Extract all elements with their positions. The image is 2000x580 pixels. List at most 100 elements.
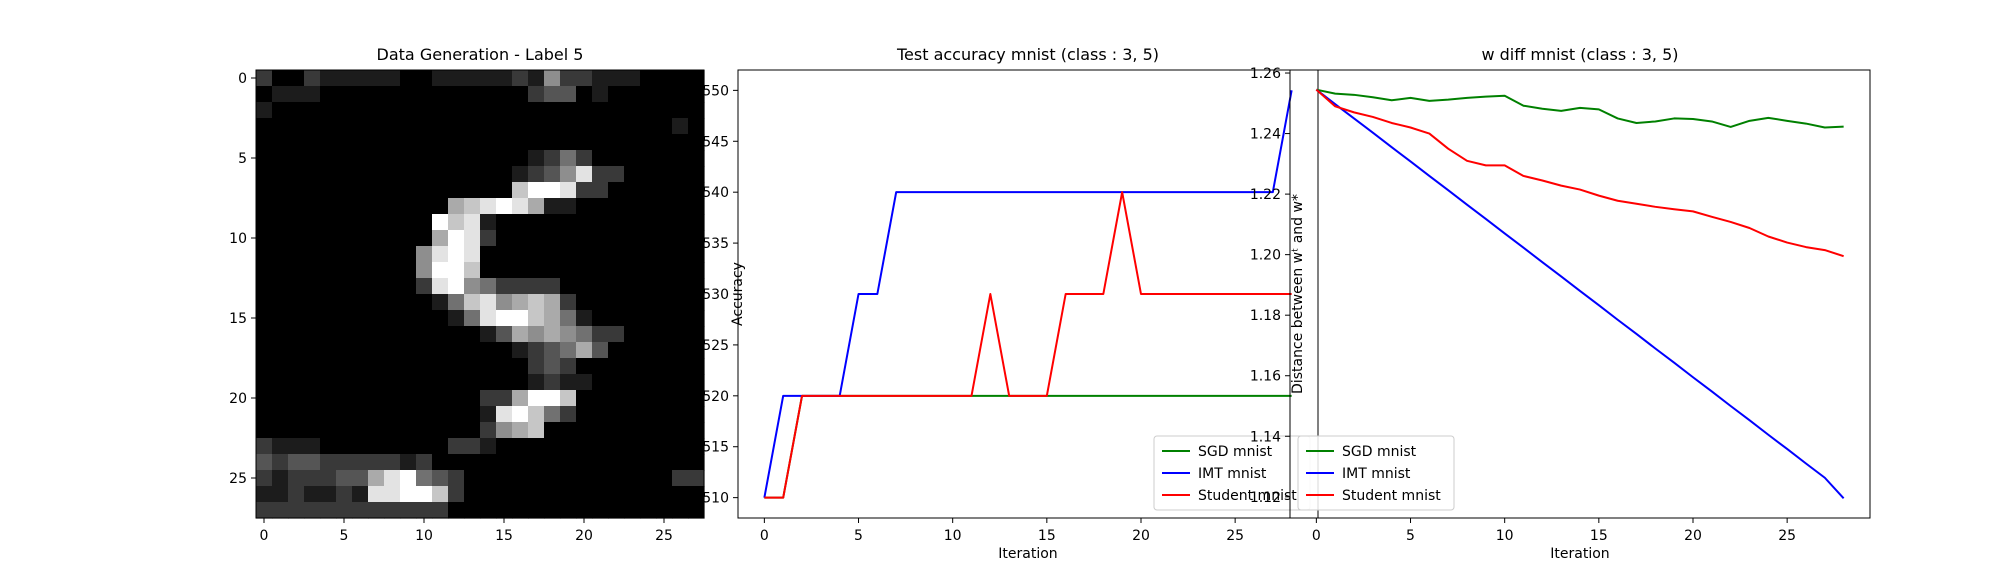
heatmap-cell (256, 502, 273, 519)
heatmap-cell (608, 150, 625, 167)
heatmap-cell (288, 278, 305, 295)
heatmap-cell (640, 294, 657, 311)
heatmap-cell (256, 230, 273, 247)
heatmap-cell (448, 342, 465, 359)
heatmap-cell (688, 198, 705, 215)
heatmap-cell (480, 166, 497, 183)
heatmap-cell (272, 214, 289, 231)
heatmap-cell (656, 182, 673, 199)
heatmap-cell (272, 118, 289, 135)
heatmap-cell (592, 182, 609, 199)
heatmap-cell (368, 262, 385, 279)
heatmap-cell (496, 310, 513, 327)
heatmap-cell (320, 470, 337, 487)
heatmap-cell (352, 486, 369, 503)
heatmap-cell (560, 486, 577, 503)
heatmap-cell (576, 102, 593, 119)
heatmap-cell (304, 278, 321, 295)
heatmap-cell (352, 118, 369, 135)
heatmap-cell (272, 134, 289, 151)
heatmap-cell (544, 406, 561, 423)
heatmap-cell (368, 198, 385, 215)
heatmap-cell (416, 390, 433, 407)
heatmap-cell (528, 502, 545, 519)
heatmap-cell (400, 406, 417, 423)
heatmap-cell (576, 310, 593, 327)
heatmap-cell (336, 262, 353, 279)
heatmap-cell (560, 470, 577, 487)
heatmap-cell (480, 310, 497, 327)
heatmap-cell (576, 246, 593, 263)
heatmap-cell (464, 310, 481, 327)
wdiff-series-student-mnist (1315, 88, 1844, 258)
heatmap-cell (416, 150, 433, 167)
heatmap-cell (288, 198, 305, 215)
heatmap-cell (288, 326, 305, 343)
heatmap-cell (352, 230, 369, 247)
heatmap-cell (320, 454, 337, 471)
heatmap-cell (640, 214, 657, 231)
heatmap-cell (320, 230, 337, 247)
heatmap-cells (256, 70, 705, 519)
heatmap-cell (688, 470, 705, 487)
heatmap-cell (544, 118, 561, 135)
heatmap-cell (400, 486, 417, 503)
heatmap-cell (656, 214, 673, 231)
accuracy-y-tick-label: 0.520 (689, 389, 729, 405)
heatmap-cell (640, 310, 657, 327)
heatmap-cell (528, 470, 545, 487)
heatmap-cell (464, 278, 481, 295)
heatmap-cell (336, 342, 353, 359)
heatmap-cell (528, 326, 545, 343)
heatmap-cell (448, 134, 465, 151)
heatmap-cell (432, 102, 449, 119)
heatmap-cell (384, 134, 401, 151)
heatmap-cell (336, 294, 353, 311)
accuracy-legend-label: SGD mnist (1198, 444, 1273, 460)
heatmap-cell (544, 358, 561, 375)
heatmap-cell (624, 310, 641, 327)
heatmap-cell (688, 486, 705, 503)
heatmap-cell (608, 214, 625, 231)
heatmap-cell (496, 230, 513, 247)
heatmap-cell (608, 486, 625, 503)
heatmap-cell (464, 454, 481, 471)
heatmap-cell (352, 294, 369, 311)
heatmap-title: Data Generation - Label 5 (377, 45, 584, 64)
heatmap-cell (464, 134, 481, 151)
heatmap-cell (544, 102, 561, 119)
heatmap-cell (560, 86, 577, 103)
heatmap-cell (624, 214, 641, 231)
heatmap-cell (464, 262, 481, 279)
heatmap-cell (672, 470, 689, 487)
heatmap-cell (288, 70, 305, 87)
heatmap-cell (608, 166, 625, 183)
heatmap-cell (416, 406, 433, 423)
heatmap-cell (288, 502, 305, 519)
heatmap-cell (640, 86, 657, 103)
heatmap-cell (432, 406, 449, 423)
heatmap-cell (496, 150, 513, 167)
heatmap-cell (496, 166, 513, 183)
heatmap-cell (448, 422, 465, 439)
heatmap-cell (656, 294, 673, 311)
heatmap-cell (560, 454, 577, 471)
heatmap-cell (688, 454, 705, 471)
heatmap-cell (528, 182, 545, 199)
heatmap-cell (416, 486, 433, 503)
heatmap-cell (656, 246, 673, 263)
heatmap-cell (576, 230, 593, 247)
heatmap-cell (688, 326, 705, 343)
heatmap-cell (288, 102, 305, 119)
heatmap-cell (400, 118, 417, 135)
accuracy-plot-frame (737, 69, 1319, 519)
heatmap-cell (448, 230, 465, 247)
heatmap-cell (576, 454, 593, 471)
heatmap-cell (624, 374, 641, 391)
heatmap-cell (576, 182, 593, 199)
heatmap-cell (448, 214, 465, 231)
heatmap-cell (256, 454, 273, 471)
heatmap-cell (416, 294, 433, 311)
heatmap-cell (320, 70, 337, 87)
heatmap-cell (368, 470, 385, 487)
